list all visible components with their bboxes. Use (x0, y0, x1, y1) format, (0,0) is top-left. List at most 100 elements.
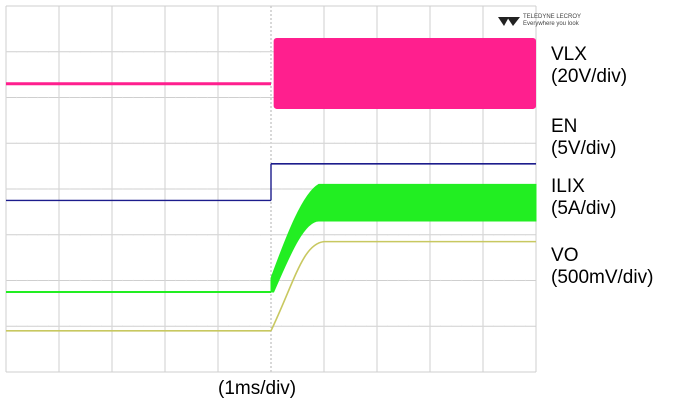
grid-tick (153, 51, 155, 53)
grid-tick (90, 188, 92, 190)
channel-label-ilix: ILIX (5A/div) (551, 176, 616, 220)
grid-tick (312, 234, 314, 236)
grid-tick (344, 142, 346, 144)
grid-tick (16, 142, 18, 144)
grid-tick (164, 142, 166, 144)
grid-tick (355, 279, 357, 282)
grid-tick (69, 188, 71, 190)
grid-tick (259, 279, 261, 282)
grid-tick (376, 234, 378, 236)
grid-tick (397, 325, 399, 327)
grid-tick (228, 51, 230, 53)
grid-tick (132, 325, 134, 327)
grid-tick (100, 234, 102, 236)
grid-tick (69, 51, 71, 53)
grid-tick (281, 142, 283, 144)
grid-tick (132, 188, 134, 190)
grid-tick (228, 279, 230, 282)
grid-tick (79, 51, 81, 53)
grid-tick (90, 234, 92, 236)
grid-tick (206, 188, 208, 190)
grid-tick (111, 234, 113, 236)
grid-tick (281, 188, 283, 190)
grid-tick (461, 325, 463, 327)
grid-tick (153, 96, 155, 99)
scope-screen (5, 5, 537, 373)
grid-tick (122, 142, 124, 144)
grid-tick (238, 96, 240, 99)
grid-tick (387, 279, 389, 282)
grid-tick (323, 234, 325, 236)
grid-tick (249, 188, 251, 190)
grid-tick (206, 142, 208, 144)
grid-tick (58, 325, 60, 327)
grid-tick (100, 51, 102, 53)
grid-tick (270, 96, 272, 99)
grid-tick (238, 234, 240, 236)
grid-tick (302, 279, 304, 282)
grid-tick (503, 325, 505, 327)
grid-tick (26, 325, 28, 327)
channel-name: EN (551, 116, 578, 137)
grid-tick (79, 188, 81, 190)
grid-tick (365, 234, 367, 236)
grid-tick (132, 279, 134, 282)
grid-tick (228, 96, 230, 99)
grid-tick (143, 279, 145, 282)
grid-tick (334, 279, 336, 282)
grid-tick (132, 96, 134, 99)
grid-tick (334, 142, 336, 144)
grid-tick (344, 325, 346, 327)
grid-tick (196, 279, 198, 282)
grid-tick (440, 234, 442, 236)
grid-tick (249, 234, 251, 236)
grid-tick (259, 188, 261, 190)
grid-tick (185, 142, 187, 144)
grid-tick (69, 142, 71, 144)
grid-tick (387, 142, 389, 144)
grid-tick (196, 51, 198, 53)
grid-tick (175, 188, 177, 190)
grid-tick (100, 325, 102, 327)
grid-tick (26, 96, 28, 99)
grid-tick (281, 234, 283, 236)
grid-tick (440, 279, 442, 282)
grid-tick (217, 142, 219, 144)
grid-tick (503, 142, 505, 144)
grid-tick (291, 188, 293, 190)
grid-tick (58, 142, 60, 144)
grid-tick (312, 279, 314, 282)
grid-tick (90, 325, 92, 327)
grid-tick (334, 234, 336, 236)
grid-tick (461, 234, 463, 236)
grid-tick (450, 142, 452, 144)
grid-tick (524, 325, 527, 327)
channel-scale: (5A/div) (551, 198, 617, 219)
grid-tick (122, 51, 124, 53)
grid-tick (79, 279, 81, 282)
grid-tick (312, 325, 314, 327)
grid-tick (111, 325, 113, 327)
grid-tick (47, 51, 50, 53)
scope-traces (6, 38, 537, 332)
grid-tick (365, 325, 367, 327)
grid-tick (196, 325, 198, 327)
grid-tick (90, 279, 92, 282)
grid-tick (302, 234, 304, 236)
grid-tick (471, 279, 473, 282)
grid-tick (397, 279, 399, 282)
grid-tick (355, 234, 357, 236)
timebase-label: (1ms/div) (218, 378, 297, 399)
grid-tick (270, 51, 272, 53)
grid-tick (5, 279, 7, 282)
grid-tick (90, 142, 92, 144)
grid-tick (185, 325, 187, 327)
grid-tick (482, 234, 484, 236)
grid-tick (196, 188, 198, 190)
grid-tick (175, 325, 177, 327)
grid-tick (387, 234, 389, 236)
grid-tick (47, 188, 50, 190)
grid-tick (408, 279, 410, 282)
grid-tick (206, 279, 208, 282)
grid-tick (175, 234, 177, 236)
